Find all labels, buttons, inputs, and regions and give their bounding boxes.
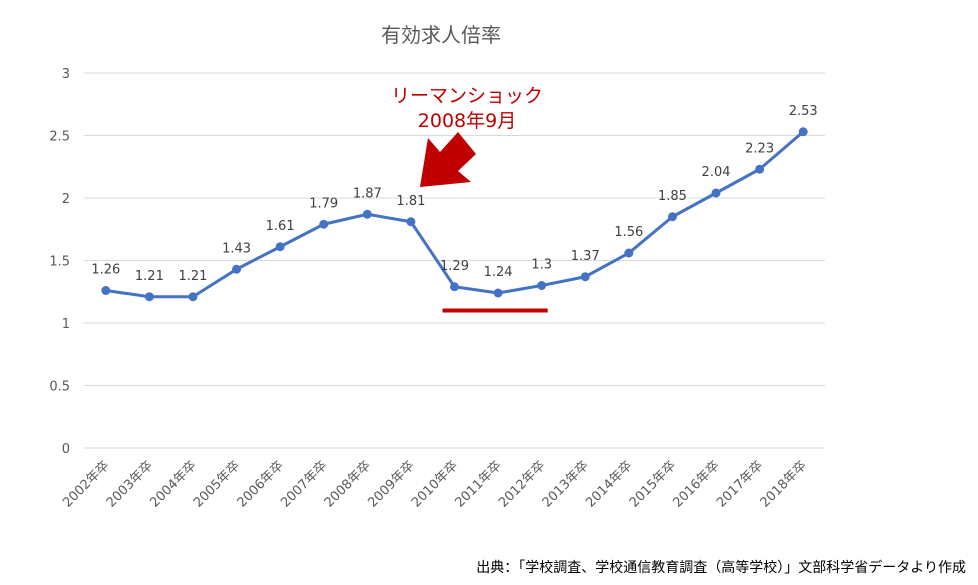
data-label: 2.53 <box>789 104 818 119</box>
data-point <box>711 188 721 198</box>
data-label: 1.29 <box>440 259 469 274</box>
data-point <box>580 272 590 282</box>
data-label: 1.79 <box>309 196 338 211</box>
y-tick-label: 2.5 <box>49 130 70 145</box>
x-tick-label: 2017年卒 <box>714 458 766 510</box>
x-tick-label: 2016年卒 <box>670 458 722 510</box>
data-label: 1.87 <box>353 186 382 201</box>
data-label: 1.81 <box>396 194 425 209</box>
x-tick-label: 2003年卒 <box>104 458 156 510</box>
y-tick-label: 3 <box>62 67 70 82</box>
annotation-arrow-icon <box>420 132 476 187</box>
x-tick-label: 2011年卒 <box>453 458 505 510</box>
data-label: 1.21 <box>178 269 207 284</box>
x-tick-label: 2010年卒 <box>409 458 461 510</box>
data-label: 1.26 <box>91 263 120 278</box>
data-label: 1.21 <box>135 269 164 284</box>
data-point <box>232 264 242 274</box>
data-label: 1.24 <box>484 265 513 280</box>
annotation-text-line1: リーマンショック <box>391 85 543 107</box>
data-point <box>362 209 372 219</box>
x-tick-label: 2015年卒 <box>627 458 679 510</box>
data-label: 1.85 <box>658 189 687 204</box>
data-label: 1.43 <box>222 241 251 256</box>
data-point <box>144 292 154 302</box>
data-point <box>493 288 503 298</box>
data-label: 1.37 <box>571 249 600 264</box>
data-label: 1.3 <box>531 258 552 273</box>
y-tick-label: 1 <box>62 317 70 332</box>
x-axis-tick-labels: 2002年卒2003年卒2004年卒2005年卒2006年卒2007年卒2008… <box>60 458 810 510</box>
data-point <box>798 127 808 137</box>
x-tick-label: 2013年卒 <box>540 458 592 510</box>
data-point <box>624 248 634 258</box>
data-label: 2.23 <box>745 141 774 156</box>
x-tick-label: 2018年卒 <box>758 458 810 510</box>
x-tick-label: 2005年卒 <box>191 458 243 510</box>
data-point <box>755 164 765 174</box>
x-tick-label: 2006年卒 <box>235 458 287 510</box>
data-point <box>667 212 677 222</box>
x-tick-label: 2012年卒 <box>496 458 548 510</box>
grid-lines <box>84 72 825 449</box>
x-tick-label: 2014年卒 <box>583 458 635 510</box>
source-note: 出典：「学校調査、学校通信教育調査（高等学校）」文部科学省データより作成 <box>476 559 966 576</box>
data-point <box>319 219 329 229</box>
data-point <box>537 281 547 290</box>
chart-title: 有効求人倍率 <box>381 23 501 47</box>
annotation-text-line2: 2008年9月 <box>418 110 516 132</box>
annotation: リーマンショック 2008年9月 <box>391 85 543 187</box>
data-point <box>450 282 459 292</box>
x-tick-label: 2002年卒 <box>60 458 112 510</box>
data-point <box>101 286 111 295</box>
data-label: 1.61 <box>266 219 295 234</box>
data-label: 2.04 <box>702 165 731 180</box>
series-layer <box>101 127 808 302</box>
data-point <box>188 292 198 302</box>
y-tick-label: 1.5 <box>49 255 70 270</box>
data-labels: 1.26 1.21 1.21 1.43 1.61 1.79 1.87 1.81 1.29 1.24… <box>91 104 817 284</box>
y-axis-tick-labels: 0 0.5 1 1.5 2 2.5 3 <box>49 67 70 457</box>
x-tick-label: 2004年卒 <box>147 458 199 510</box>
data-point <box>275 242 285 252</box>
x-tick-label: 2009年卒 <box>365 458 417 510</box>
data-label: 1.56 <box>614 225 643 240</box>
y-tick-label: 2 <box>62 192 70 207</box>
x-tick-label: 2007年卒 <box>278 458 330 510</box>
y-tick-label: 0 <box>62 442 70 457</box>
data-point <box>406 217 416 227</box>
x-tick-label: 2008年卒 <box>322 458 374 510</box>
y-tick-label: 0.5 <box>49 380 70 395</box>
